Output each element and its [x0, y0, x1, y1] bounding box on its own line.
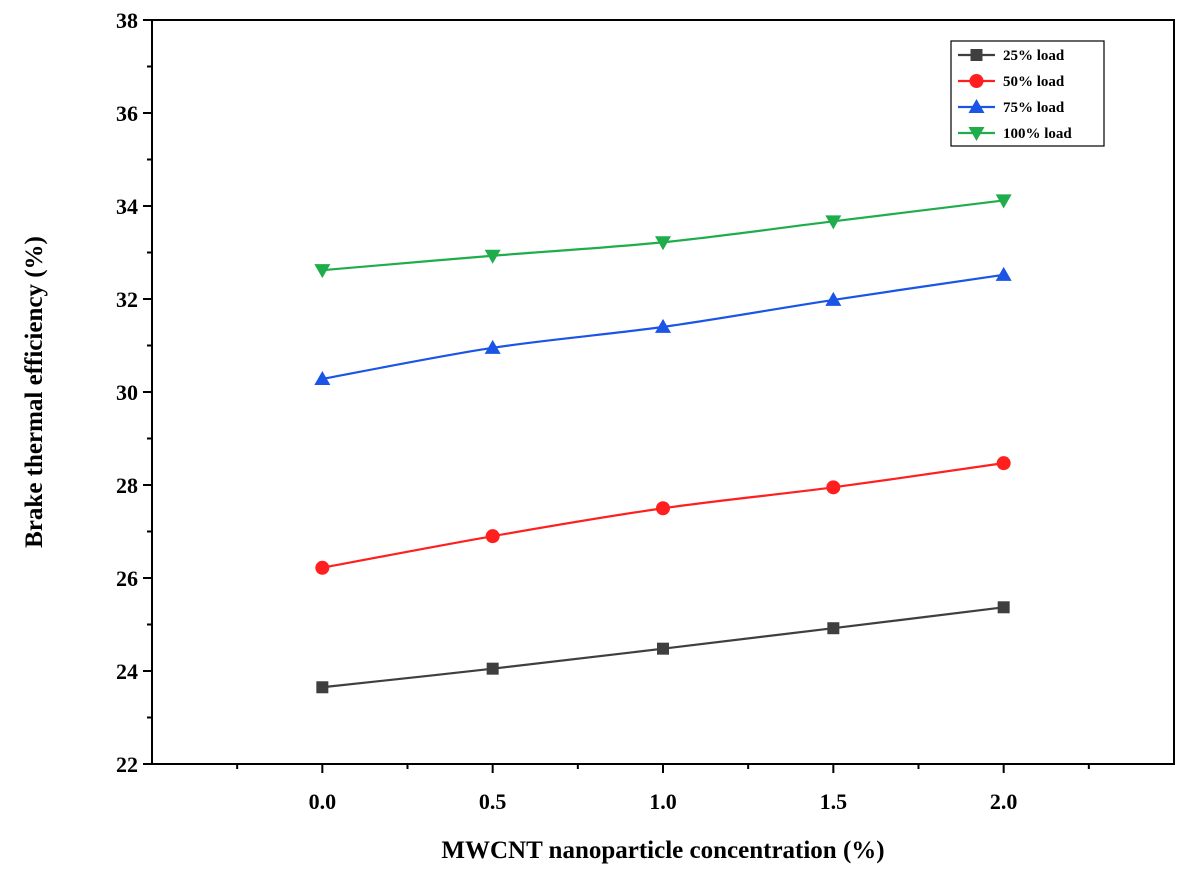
series-layer [314, 194, 1012, 694]
data-point [657, 642, 669, 655]
data-point [655, 236, 671, 251]
legend-marker [970, 49, 983, 61]
legend-marker [968, 99, 985, 113]
series-3 [314, 266, 1012, 385]
y-tick-label: 24 [116, 659, 138, 684]
data-point [825, 291, 842, 306]
data-point [484, 339, 501, 354]
x-tick-label: 1.0 [649, 789, 677, 814]
data-point [484, 249, 501, 264]
data-point [314, 264, 331, 279]
legend-item: 25% load [958, 48, 1065, 64]
y-tick-label: 32 [116, 287, 138, 312]
legend-label: 100% load [1003, 126, 1072, 142]
legend: 25% load 50% load 75% load 100% load [950, 40, 1105, 147]
data-point [996, 456, 1011, 471]
data-point [995, 266, 1012, 281]
y-tick-label: 30 [116, 380, 138, 405]
x-tick-label: 0.5 [479, 789, 507, 814]
x-axis: 0.0 0.5 1.0 1.5 2.0 [236, 764, 1090, 814]
series-2 [315, 456, 1011, 575]
series-line [322, 462, 1004, 569]
x-tick-label: 0.0 [309, 789, 337, 814]
y-axis-title: Brake thermal efficiency (%) [21, 236, 48, 548]
data-point [825, 215, 842, 230]
legend-label: 75% load [1003, 100, 1065, 116]
series-1 [316, 601, 1010, 694]
series-4 [314, 194, 1012, 279]
legend-label: 50% load [1003, 74, 1065, 90]
y-axis: 22 24 26 28 30 32 34 36 38 [116, 8, 152, 777]
data-point [826, 480, 841, 495]
y-tick-label: 28 [116, 473, 138, 498]
legend-label: 25% load [1003, 48, 1065, 64]
data-point [485, 529, 500, 544]
data-point [316, 681, 329, 694]
data-point [827, 622, 840, 635]
data-point [486, 662, 499, 675]
data-point [315, 560, 330, 575]
y-tick-label: 38 [116, 8, 138, 33]
series-line [322, 199, 1004, 272]
y-tick-label: 34 [116, 194, 138, 219]
data-point [995, 194, 1012, 209]
legend-marker [968, 127, 985, 141]
x-tick-label: 1.5 [820, 789, 848, 814]
legend-item: 50% load [958, 74, 1065, 90]
x-axis-title: MWCNT nanoparticle concentration (%) [441, 837, 884, 864]
legend-item: 75% load [958, 99, 1065, 116]
data-point [655, 318, 671, 333]
y-tick-label: 26 [116, 566, 138, 591]
data-point [656, 501, 670, 516]
legend-item: 100% load [958, 126, 1072, 142]
data-point [997, 601, 1010, 614]
data-point [314, 370, 331, 385]
x-tick-label: 2.0 [990, 789, 1018, 814]
y-tick-label: 36 [116, 101, 138, 126]
legend-marker [969, 74, 984, 88]
y-tick-label: 22 [116, 752, 138, 777]
